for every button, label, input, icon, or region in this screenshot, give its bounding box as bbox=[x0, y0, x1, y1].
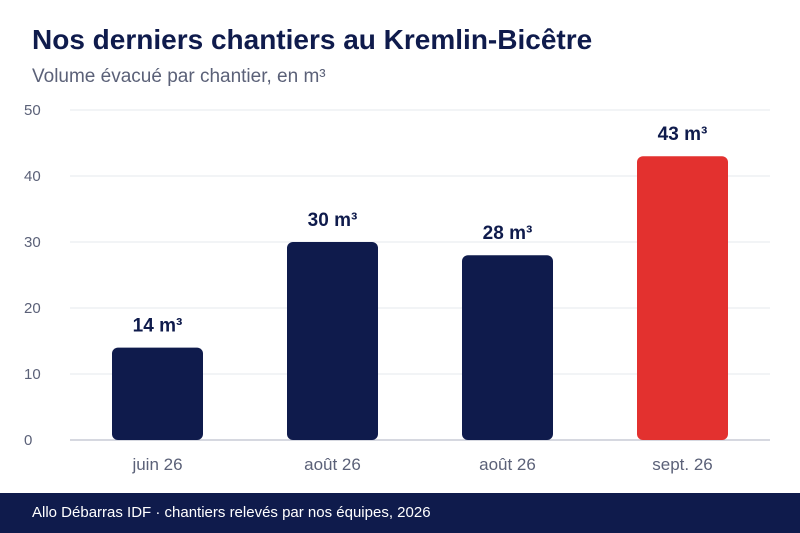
bar bbox=[637, 156, 728, 440]
footer-source: Allo Débarras IDF · chantiers relevés pa… bbox=[32, 504, 431, 521]
bar bbox=[462, 255, 553, 440]
y-tick-label: 40 bbox=[24, 168, 41, 185]
bar-data-label: 30 m³ bbox=[308, 210, 358, 231]
bar bbox=[112, 347, 203, 440]
bar bbox=[287, 242, 378, 440]
bar-data-label: 43 m³ bbox=[658, 124, 708, 145]
y-tick-label: 10 bbox=[24, 366, 41, 383]
bar-data-label: 28 m³ bbox=[483, 223, 533, 244]
footer-bar: Allo Débarras IDF · chantiers relevés pa… bbox=[0, 493, 800, 533]
y-tick-label: 0 bbox=[24, 432, 32, 449]
chart-subtitle: Volume évacué par chantier, en m³ bbox=[32, 66, 326, 87]
bar-chart: 0 10 20 30 40 50 14 m³ juin 26 30 m³ août 26 28 m³… bbox=[24, 102, 770, 474]
x-tick-label: sept. 26 bbox=[652, 455, 713, 474]
y-tick-label: 30 bbox=[24, 234, 41, 251]
chart-title: Nos derniers chantiers au Kremlin-Bicêtr… bbox=[32, 24, 593, 55]
y-tick-label: 50 bbox=[24, 102, 41, 119]
y-tick-label: 20 bbox=[24, 300, 41, 317]
bar-data-label: 14 m³ bbox=[133, 316, 183, 337]
x-tick-label: août 26 bbox=[479, 455, 536, 474]
x-tick-label: juin 26 bbox=[131, 455, 182, 474]
x-tick-label: août 26 bbox=[304, 455, 361, 474]
